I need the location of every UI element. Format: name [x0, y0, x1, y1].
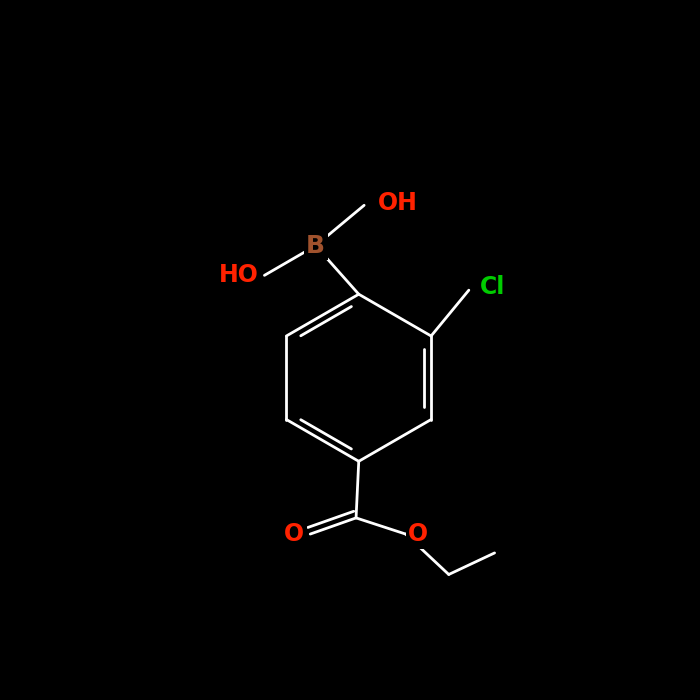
Text: Cl: Cl: [480, 276, 505, 300]
Text: B: B: [306, 234, 325, 258]
Text: O: O: [284, 522, 304, 546]
Text: O: O: [408, 522, 428, 546]
Text: OH: OH: [377, 190, 417, 215]
Text: HO: HO: [219, 263, 259, 287]
